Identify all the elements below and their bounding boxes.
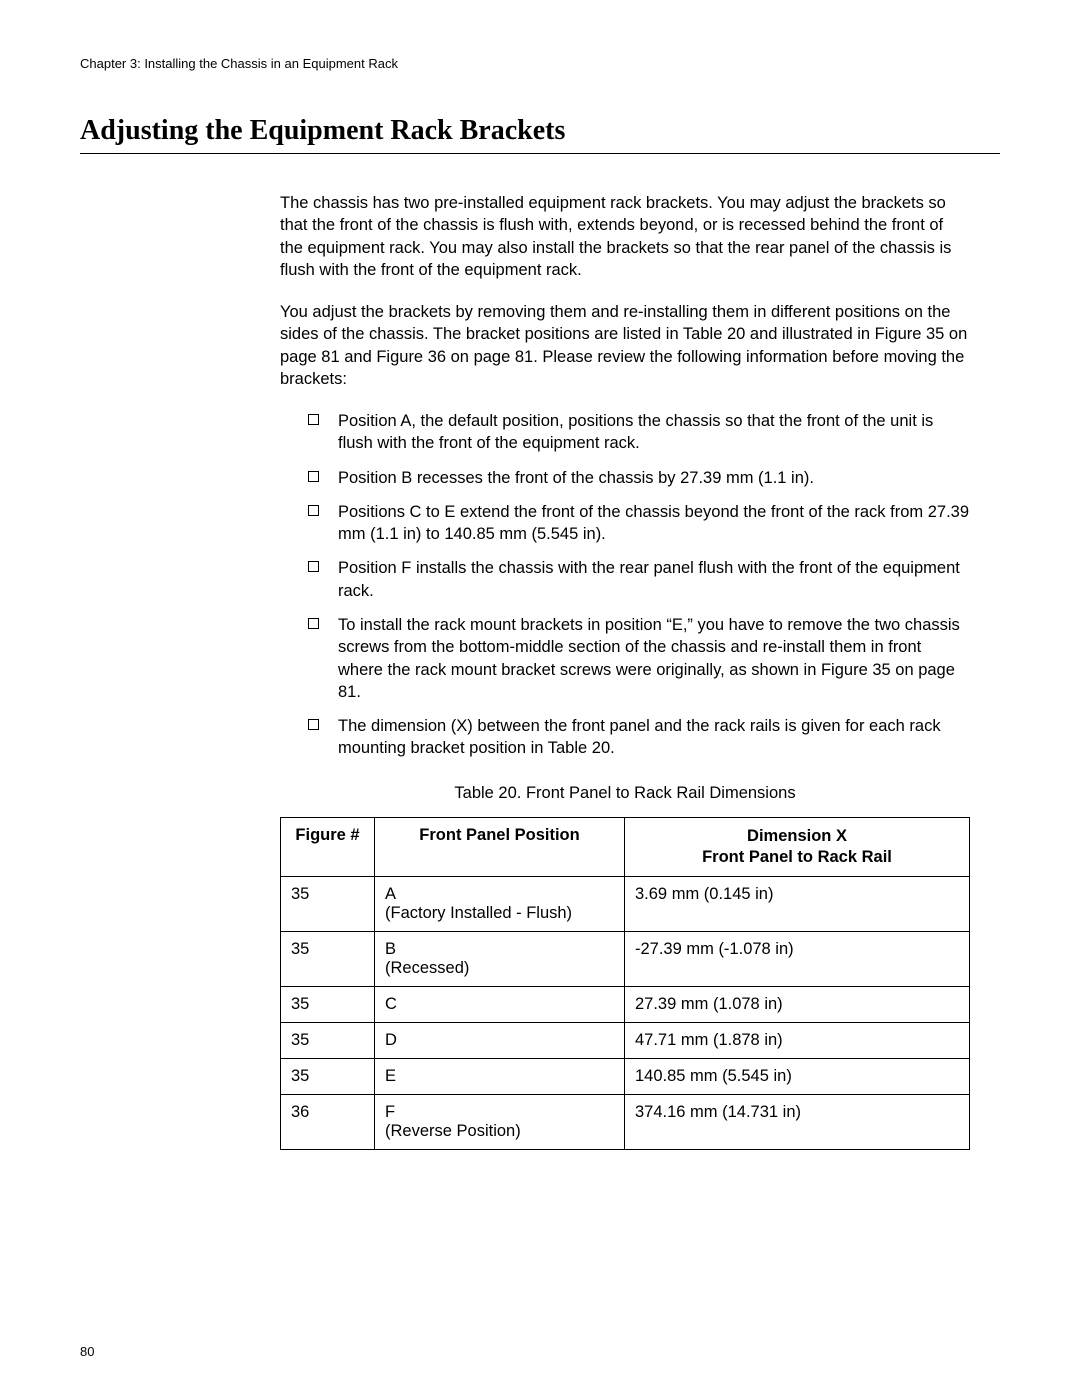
paragraph-2: You adjust the brackets by removing them… [280,301,970,390]
table-header-figure: Figure # [281,817,375,877]
bullet-icon [308,561,319,572]
list-item: To install the rack mount brackets in po… [308,614,970,703]
list-item-text: Position B recesses the front of the cha… [338,469,814,487]
table-row: 36 F(Reverse Position) 374.16 mm (14.731… [281,1095,970,1150]
dimensions-table: Figure # Front Panel Position Dimension … [280,817,970,1151]
list-item: Position B recesses the front of the cha… [308,467,970,489]
cell-position: E [375,1059,625,1095]
table-row: 35 C 27.39 mm (1.078 in) [281,987,970,1023]
list-item-text: Position F installs the chassis with the… [338,559,960,599]
table-row: 35 A(Factory Installed - Flush) 3.69 mm … [281,877,970,932]
cell-dimension: -27.39 mm (-1.078 in) [625,932,970,987]
cell-dimension: 140.85 mm (5.545 in) [625,1059,970,1095]
cell-figure: 36 [281,1095,375,1150]
bullet-icon [308,618,319,629]
cell-dimension: 47.71 mm (1.878 in) [625,1023,970,1059]
page-number: 80 [80,1344,94,1359]
cell-position: C [375,987,625,1023]
cell-position: A(Factory Installed - Flush) [375,877,625,932]
cell-position: D [375,1023,625,1059]
bullet-list: Position A, the default position, positi… [308,410,970,759]
table-header-position: Front Panel Position [375,817,625,877]
list-item: The dimension (X) between the front pane… [308,715,970,760]
table-body: 35 A(Factory Installed - Flush) 3.69 mm … [281,877,970,1150]
cell-position: B(Recessed) [375,932,625,987]
cell-figure: 35 [281,1059,375,1095]
cell-position-line1: F [385,1103,395,1121]
paragraph-1: The chassis has two pre-installed equipm… [280,192,970,281]
cell-position: F(Reverse Position) [375,1095,625,1150]
cell-position-line1: A [385,885,396,903]
list-item-text: The dimension (X) between the front pane… [338,717,941,757]
list-item: Positions C to E extend the front of the… [308,501,970,546]
table-header-row: Figure # Front Panel Position Dimension … [281,817,970,877]
table-header-dimension: Dimension X Front Panel to Rack Rail [625,817,970,877]
bullet-icon [308,414,319,425]
bullet-icon [308,471,319,482]
table-row: 35 D 47.71 mm (1.878 in) [281,1023,970,1059]
table-row: 35 E 140.85 mm (5.545 in) [281,1059,970,1095]
cell-dimension: 27.39 mm (1.078 in) [625,987,970,1023]
cell-figure: 35 [281,987,375,1023]
cell-position-line2: (Reverse Position) [385,1122,521,1140]
cell-figure: 35 [281,1023,375,1059]
body-column: The chassis has two pre-installed equipm… [280,192,970,1150]
cell-position-line1: B [385,940,396,958]
list-item-text: To install the rack mount brackets in po… [338,616,960,701]
cell-dimension: 3.69 mm (0.145 in) [625,877,970,932]
table-caption: Table 20. Front Panel to Rack Rail Dimen… [280,784,970,803]
cell-position-line2: (Factory Installed - Flush) [385,904,572,922]
running-header: Chapter 3: Installing the Chassis in an … [80,56,1000,71]
table-header-dim-line2: Front Panel to Rack Rail [702,848,892,866]
table-header-dim-line1: Dimension X [747,827,847,845]
cell-figure: 35 [281,932,375,987]
bullet-icon [308,505,319,516]
table-row: 35 B(Recessed) -27.39 mm (-1.078 in) [281,932,970,987]
bullet-icon [308,719,319,730]
cell-position-line2: (Recessed) [385,959,469,977]
list-item: Position F installs the chassis with the… [308,557,970,602]
cell-dimension: 374.16 mm (14.731 in) [625,1095,970,1150]
section-title: Adjusting the Equipment Rack Brackets [80,115,1000,154]
list-item: Position A, the default position, positi… [308,410,970,455]
list-item-text: Position A, the default position, positi… [338,412,933,452]
list-item-text: Positions C to E extend the front of the… [338,503,969,543]
cell-figure: 35 [281,877,375,932]
